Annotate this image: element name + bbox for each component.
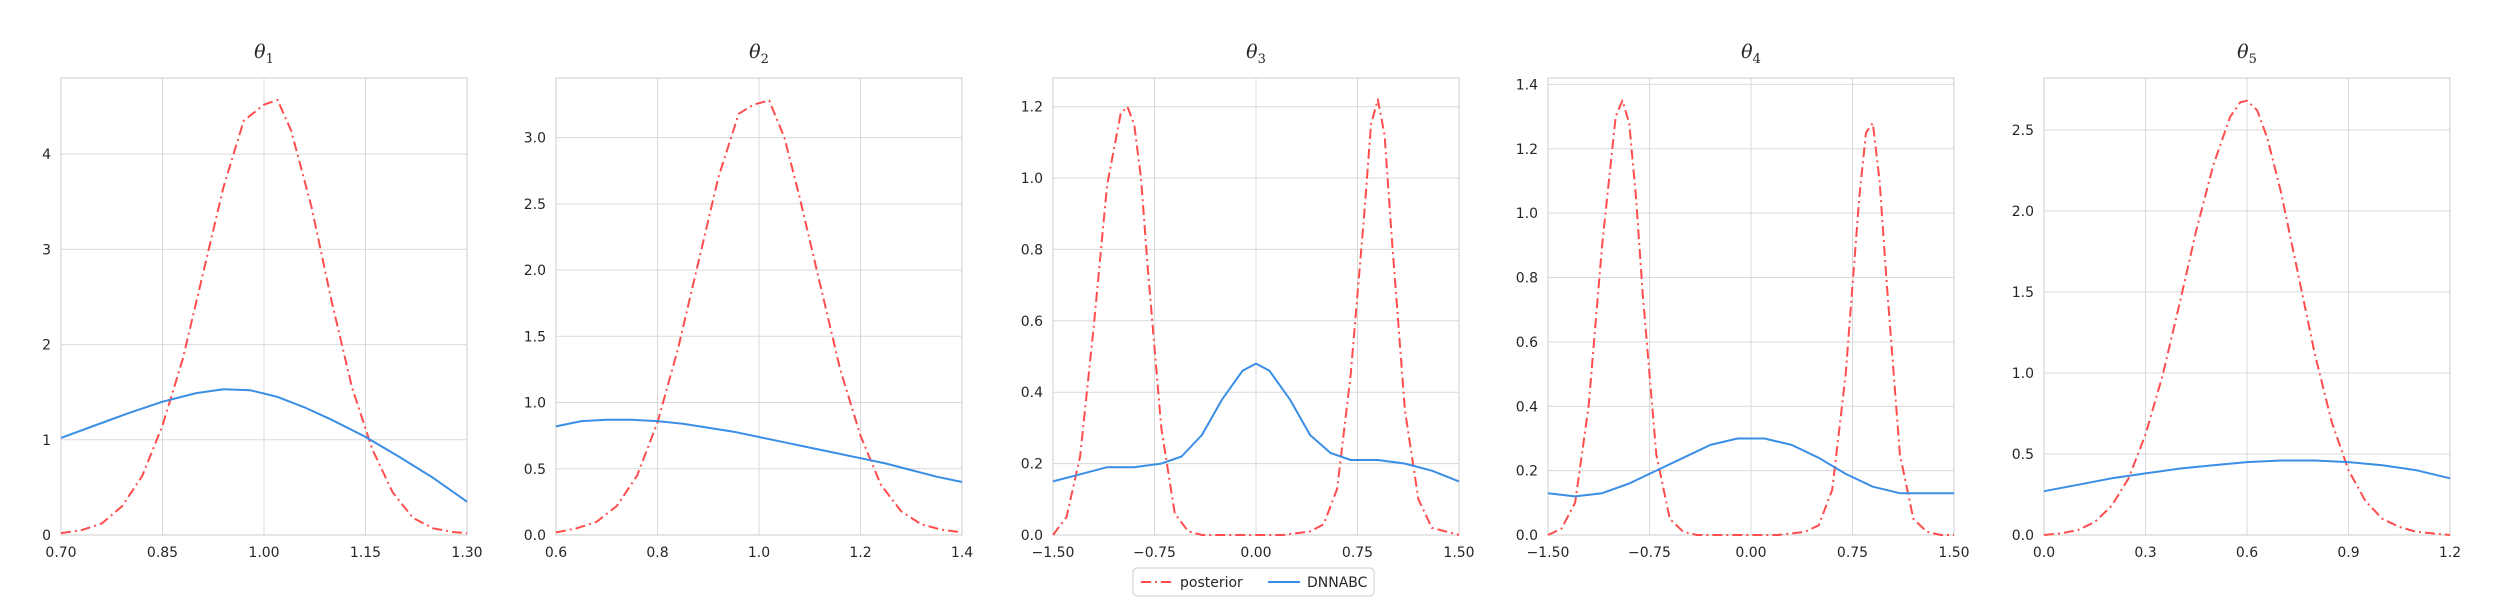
y-tick-label: 1 <box>42 433 51 449</box>
panel-title-subscript: 1 <box>266 52 274 67</box>
series-line-dnnabc <box>555 418 963 483</box>
x-tick-label: 0.00 <box>1735 545 1766 561</box>
series-line-posterior <box>60 98 468 535</box>
x-tick-label: 0.6 <box>2236 545 2258 561</box>
plot-frame <box>2043 77 2451 536</box>
series-line-dnnabc <box>1052 362 1460 483</box>
y-tick-label: 2.5 <box>524 197 546 213</box>
series-line-dnnabc <box>60 388 468 503</box>
y-tick-label: 2 <box>42 338 51 354</box>
y-tick-label: 0.0 <box>2012 528 2034 544</box>
y-tick-label: 0.8 <box>1021 242 1043 258</box>
y-tick-label: 0.5 <box>2012 447 2034 463</box>
panel-title: θ4 <box>1741 41 1761 67</box>
panel-5: 0.0 0.3 0.6 0.9 1.2 0.0 0.5 1.0 1.5 2.0 2.5 θ5 <box>2012 41 2461 561</box>
x-tick-label: 1.50 <box>1938 545 1969 561</box>
x-tick-label: 0.75 <box>1342 545 1373 561</box>
plot-frame <box>60 77 468 536</box>
panel-title-symbol: θ <box>2237 41 2249 63</box>
y-tick-label: 1.0 <box>524 396 546 412</box>
x-tick-label: 1.0 <box>748 545 770 561</box>
x-tick-label: 0.6 <box>545 545 567 561</box>
x-tick-label: 1.00 <box>248 545 279 561</box>
y-tick-label: 3.0 <box>524 131 546 147</box>
x-tick-label: 0.75 <box>1837 545 1868 561</box>
y-tick-label: 0 <box>42 528 51 544</box>
y-tick-label: 0.0 <box>524 528 546 544</box>
y-tick-label: 1.2 <box>1021 100 1043 116</box>
panel-title-symbol: θ <box>254 41 266 63</box>
y-tick-label: 1.0 <box>1516 206 1538 222</box>
x-tick-label: 1.50 <box>1443 545 1474 561</box>
x-tick-label: 1.4 <box>951 545 973 561</box>
panel-title-subscript: 3 <box>1258 52 1266 67</box>
y-tick-label: 0.4 <box>1021 385 1043 401</box>
x-tick-label: 0.3 <box>2134 545 2156 561</box>
y-tick-label: 0.4 <box>1516 399 1538 415</box>
y-tick-label: 0.2 <box>1021 457 1043 473</box>
panel-title-subscript: 4 <box>1753 52 1761 67</box>
x-tick-label: 1.30 <box>451 545 482 561</box>
x-tick-label: −1.50 <box>1032 545 1075 561</box>
series-line-posterior <box>2043 99 2451 536</box>
y-tick-label: 0.8 <box>1516 271 1538 287</box>
series-line-dnnabc <box>1547 437 1954 498</box>
y-tick-label: 3 <box>42 242 51 258</box>
panel-title-symbol: θ <box>749 41 761 63</box>
y-tick-label: 1.5 <box>2012 285 2034 301</box>
series-line-posterior <box>1052 98 1460 536</box>
legend-label-dnnabc: DNNABC <box>1307 575 1368 591</box>
panel-3: −1.50 −0.75 0.00 0.75 1.50 0.0 0.2 0.4 0.6 0.8 1.0… <box>1021 41 1475 561</box>
x-tick-label: 0.85 <box>147 545 178 561</box>
y-tick-label: 4 <box>42 147 51 163</box>
panel-title-subscript: 5 <box>2249 52 2257 67</box>
panel-title: θ5 <box>2237 41 2257 67</box>
legend-frame <box>1132 567 1375 597</box>
y-tick-label: 1.0 <box>2012 366 2034 382</box>
panel-title: θ3 <box>1246 41 1266 67</box>
x-tick-label: 0.0 <box>2033 545 2055 561</box>
x-tick-label: −1.50 <box>1527 545 1570 561</box>
x-tick-label: 1.15 <box>350 545 381 561</box>
x-tick-label: 0.70 <box>45 545 76 561</box>
y-tick-label: 1.4 <box>1516 77 1538 93</box>
y-tick-label: 0.0 <box>1516 528 1538 544</box>
x-tick-label: −0.75 <box>1133 545 1176 561</box>
y-tick-label: 1.2 <box>1516 142 1538 158</box>
panel-title: θ2 <box>749 41 769 67</box>
y-tick-label: 0.5 <box>524 462 546 478</box>
y-tick-label: 0.0 <box>1021 528 1043 544</box>
x-tick-label: 1.2 <box>2439 545 2461 561</box>
y-tick-label: 2.0 <box>524 263 546 279</box>
series-line-posterior <box>555 99 963 534</box>
y-tick-label: 2.5 <box>2012 123 2034 139</box>
legend-label-posterior: posterior <box>1180 575 1243 591</box>
y-tick-label: 0.6 <box>1516 335 1538 351</box>
x-tick-label: 0.9 <box>2337 545 2359 561</box>
plot-frame <box>555 77 963 536</box>
series-line-dnnabc <box>2043 459 2451 493</box>
y-tick-label: 1.0 <box>1021 171 1043 187</box>
y-tick-label: 2.0 <box>2012 204 2034 220</box>
y-tick-label: 1.5 <box>524 329 546 345</box>
panel-title-symbol: θ <box>1246 41 1258 63</box>
panel-4: −1.50 −0.75 0.00 0.75 1.50 0.0 0.2 0.4 0.6 0.8 1.0… <box>1516 41 1970 561</box>
panel-title-symbol: θ <box>1741 41 1753 63</box>
panel-title: θ1 <box>254 41 274 67</box>
panel-title-subscript: 2 <box>761 52 769 67</box>
plot-frame <box>1547 77 1955 536</box>
x-tick-label: 1.2 <box>849 545 871 561</box>
x-tick-label: −0.75 <box>1628 545 1671 561</box>
y-tick-label: 0.2 <box>1516 464 1538 480</box>
legend: posterior DNNABC <box>1132 567 1375 597</box>
panel-2: 0.6 0.8 1.0 1.2 1.4 0.0 0.5 1.0 1.5 2.0 2.5 3.0 θ2 <box>524 41 973 561</box>
y-tick-label: 0.6 <box>1021 314 1043 330</box>
x-tick-label: 0.8 <box>646 545 668 561</box>
x-tick-label: 0.00 <box>1240 545 1271 561</box>
